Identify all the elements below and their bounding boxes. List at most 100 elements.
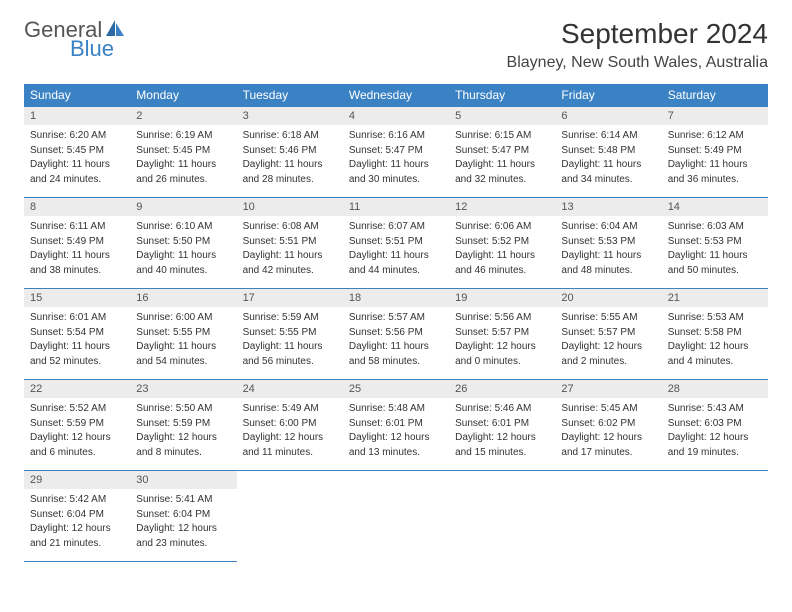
day-number bbox=[449, 471, 555, 490]
day-cell: Sunrise: 6:10 AMSunset: 5:50 PMDaylight:… bbox=[130, 216, 236, 289]
sunrise-text: Sunrise: 6:00 AM bbox=[136, 311, 230, 325]
sunrise-text: Sunrise: 6:08 AM bbox=[243, 220, 337, 234]
sunset-text: Sunset: 6:01 PM bbox=[349, 417, 443, 431]
sunset-text: Sunset: 6:00 PM bbox=[243, 417, 337, 431]
day-cell bbox=[343, 489, 449, 562]
daylight-text-2: and 42 minutes. bbox=[243, 264, 337, 278]
day-cell: Sunrise: 5:46 AMSunset: 6:01 PMDaylight:… bbox=[449, 398, 555, 471]
day-number: 7 bbox=[662, 107, 768, 126]
sunset-text: Sunset: 5:48 PM bbox=[561, 144, 655, 158]
daylight-text-1: Daylight: 11 hours bbox=[455, 249, 549, 263]
sunset-text: Sunset: 5:55 PM bbox=[136, 326, 230, 340]
sunrise-text: Sunrise: 5:57 AM bbox=[349, 311, 443, 325]
day-content-row: Sunrise: 6:11 AMSunset: 5:49 PMDaylight:… bbox=[24, 216, 768, 289]
daylight-text-1: Daylight: 11 hours bbox=[136, 249, 230, 263]
daylight-text-1: Daylight: 12 hours bbox=[349, 431, 443, 445]
day-cell: Sunrise: 5:41 AMSunset: 6:04 PMDaylight:… bbox=[130, 489, 236, 562]
weekday-header: Sunday bbox=[24, 84, 130, 107]
weekday-header: Tuesday bbox=[237, 84, 343, 107]
day-number bbox=[662, 471, 768, 490]
sunrise-text: Sunrise: 5:50 AM bbox=[136, 402, 230, 416]
daylight-text-1: Daylight: 11 hours bbox=[136, 158, 230, 172]
day-cell: Sunrise: 6:18 AMSunset: 5:46 PMDaylight:… bbox=[237, 125, 343, 198]
day-cell bbox=[662, 489, 768, 562]
daylight-text-2: and 54 minutes. bbox=[136, 355, 230, 369]
page-title: September 2024 bbox=[507, 18, 768, 50]
day-cell bbox=[237, 489, 343, 562]
day-number-row: 2930 bbox=[24, 471, 768, 490]
sunrise-text: Sunrise: 5:52 AM bbox=[30, 402, 124, 416]
day-number: 18 bbox=[343, 289, 449, 308]
daylight-text-1: Daylight: 12 hours bbox=[455, 340, 549, 354]
daylight-text-1: Daylight: 12 hours bbox=[243, 431, 337, 445]
sunset-text: Sunset: 6:03 PM bbox=[668, 417, 762, 431]
day-cell: Sunrise: 6:04 AMSunset: 5:53 PMDaylight:… bbox=[555, 216, 661, 289]
day-cell: Sunrise: 6:08 AMSunset: 5:51 PMDaylight:… bbox=[237, 216, 343, 289]
daylight-text-2: and 2 minutes. bbox=[561, 355, 655, 369]
daylight-text-2: and 52 minutes. bbox=[30, 355, 124, 369]
day-number: 21 bbox=[662, 289, 768, 308]
day-number-row: 22232425262728 bbox=[24, 380, 768, 399]
sunset-text: Sunset: 5:54 PM bbox=[30, 326, 124, 340]
daylight-text-2: and 24 minutes. bbox=[30, 173, 124, 187]
daylight-text-2: and 0 minutes. bbox=[455, 355, 549, 369]
day-number: 3 bbox=[237, 107, 343, 126]
daylight-text-2: and 46 minutes. bbox=[455, 264, 549, 278]
daylight-text-1: Daylight: 12 hours bbox=[136, 431, 230, 445]
day-number: 30 bbox=[130, 471, 236, 490]
sunset-text: Sunset: 5:57 PM bbox=[561, 326, 655, 340]
sunrise-text: Sunrise: 5:41 AM bbox=[136, 493, 230, 507]
day-number: 11 bbox=[343, 198, 449, 217]
day-cell: Sunrise: 5:45 AMSunset: 6:02 PMDaylight:… bbox=[555, 398, 661, 471]
location-text: Blayney, New South Wales, Australia bbox=[507, 54, 768, 72]
daylight-text-2: and 32 minutes. bbox=[455, 173, 549, 187]
logo-text-blue: Blue bbox=[70, 38, 126, 60]
sunset-text: Sunset: 5:49 PM bbox=[30, 235, 124, 249]
day-cell: Sunrise: 6:19 AMSunset: 5:45 PMDaylight:… bbox=[130, 125, 236, 198]
sunrise-text: Sunrise: 6:07 AM bbox=[349, 220, 443, 234]
sunset-text: Sunset: 5:46 PM bbox=[243, 144, 337, 158]
day-number-row: 1234567 bbox=[24, 107, 768, 126]
daylight-text-2: and 21 minutes. bbox=[30, 537, 124, 551]
day-cell: Sunrise: 6:06 AMSunset: 5:52 PMDaylight:… bbox=[449, 216, 555, 289]
daylight-text-2: and 17 minutes. bbox=[561, 446, 655, 460]
daylight-text-1: Daylight: 11 hours bbox=[243, 158, 337, 172]
day-number: 4 bbox=[343, 107, 449, 126]
day-cell: Sunrise: 6:07 AMSunset: 5:51 PMDaylight:… bbox=[343, 216, 449, 289]
day-cell: Sunrise: 5:48 AMSunset: 6:01 PMDaylight:… bbox=[343, 398, 449, 471]
daylight-text-1: Daylight: 12 hours bbox=[668, 340, 762, 354]
daylight-text-2: and 23 minutes. bbox=[136, 537, 230, 551]
sunset-text: Sunset: 6:04 PM bbox=[136, 508, 230, 522]
day-number: 28 bbox=[662, 380, 768, 399]
daylight-text-2: and 19 minutes. bbox=[668, 446, 762, 460]
daylight-text-1: Daylight: 11 hours bbox=[243, 249, 337, 263]
sunrise-text: Sunrise: 6:04 AM bbox=[561, 220, 655, 234]
daylight-text-2: and 36 minutes. bbox=[668, 173, 762, 187]
calendar-table: Sunday Monday Tuesday Wednesday Thursday… bbox=[24, 84, 768, 562]
weekday-header-row: Sunday Monday Tuesday Wednesday Thursday… bbox=[24, 84, 768, 107]
sunset-text: Sunset: 5:49 PM bbox=[668, 144, 762, 158]
daylight-text-2: and 50 minutes. bbox=[668, 264, 762, 278]
daylight-text-1: Daylight: 12 hours bbox=[136, 522, 230, 536]
day-cell: Sunrise: 6:14 AMSunset: 5:48 PMDaylight:… bbox=[555, 125, 661, 198]
day-cell: Sunrise: 6:11 AMSunset: 5:49 PMDaylight:… bbox=[24, 216, 130, 289]
day-cell: Sunrise: 6:12 AMSunset: 5:49 PMDaylight:… bbox=[662, 125, 768, 198]
daylight-text-1: Daylight: 11 hours bbox=[30, 340, 124, 354]
daylight-text-2: and 48 minutes. bbox=[561, 264, 655, 278]
daylight-text-1: Daylight: 12 hours bbox=[561, 431, 655, 445]
daylight-text-1: Daylight: 12 hours bbox=[30, 431, 124, 445]
header: General Blue September 2024 Blayney, New… bbox=[24, 18, 768, 72]
day-content-row: Sunrise: 6:01 AMSunset: 5:54 PMDaylight:… bbox=[24, 307, 768, 380]
sunrise-text: Sunrise: 6:15 AM bbox=[455, 129, 549, 143]
sunset-text: Sunset: 5:45 PM bbox=[136, 144, 230, 158]
sunset-text: Sunset: 5:50 PM bbox=[136, 235, 230, 249]
sunset-text: Sunset: 5:59 PM bbox=[30, 417, 124, 431]
sunset-text: Sunset: 5:58 PM bbox=[668, 326, 762, 340]
daylight-text-2: and 40 minutes. bbox=[136, 264, 230, 278]
sunrise-text: Sunrise: 6:19 AM bbox=[136, 129, 230, 143]
weekday-header: Monday bbox=[130, 84, 236, 107]
title-block: September 2024 Blayney, New South Wales,… bbox=[507, 18, 768, 72]
sunset-text: Sunset: 6:01 PM bbox=[455, 417, 549, 431]
day-cell: Sunrise: 5:52 AMSunset: 5:59 PMDaylight:… bbox=[24, 398, 130, 471]
daylight-text-1: Daylight: 11 hours bbox=[136, 340, 230, 354]
